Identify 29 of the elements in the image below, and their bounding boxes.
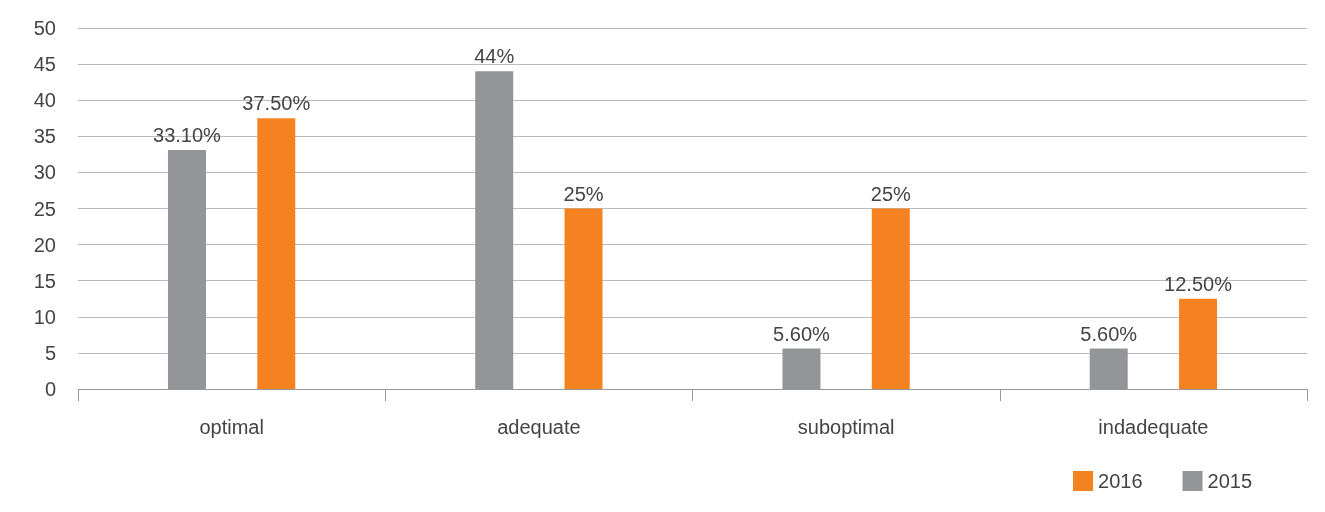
x-tick-label: suboptimal bbox=[797, 416, 895, 438]
bar bbox=[1179, 298, 1218, 389]
y-tick-label: 35 bbox=[33, 125, 56, 148]
y-tick-label: 40 bbox=[33, 89, 56, 112]
y-tick-label: 25 bbox=[33, 197, 56, 220]
legend-label: 2015 bbox=[1207, 470, 1253, 492]
data-label: 25% bbox=[870, 182, 912, 205]
y-tick-label: 45 bbox=[33, 53, 56, 76]
x-tick-label: optimal bbox=[199, 416, 264, 438]
y-tick-label: 50 bbox=[33, 17, 56, 39]
y-tick-label: 20 bbox=[33, 233, 56, 256]
data-label: 37.50% bbox=[242, 92, 311, 115]
bar bbox=[257, 118, 296, 389]
data-label: 12.50% bbox=[1164, 272, 1233, 295]
y-tick-label: 10 bbox=[33, 305, 56, 328]
y-tick-label: 0 bbox=[44, 378, 56, 400]
data-label: 33.10% bbox=[153, 124, 222, 147]
y-tick-label: 30 bbox=[33, 161, 56, 184]
data-label: 5.60% bbox=[1080, 322, 1138, 345]
data-label: 25% bbox=[563, 182, 604, 205]
legend-label: 2016 bbox=[1098, 470, 1143, 492]
y-tick-label: 15 bbox=[33, 269, 56, 292]
data-label: 5.60% bbox=[773, 322, 831, 345]
data-label: 44% bbox=[474, 45, 515, 68]
y-tick-label: 5 bbox=[44, 341, 56, 364]
bar bbox=[564, 208, 603, 389]
x-tick-label: adequate bbox=[497, 416, 581, 438]
bar bbox=[871, 208, 910, 389]
x-tick-label: indadequate bbox=[1098, 416, 1209, 438]
